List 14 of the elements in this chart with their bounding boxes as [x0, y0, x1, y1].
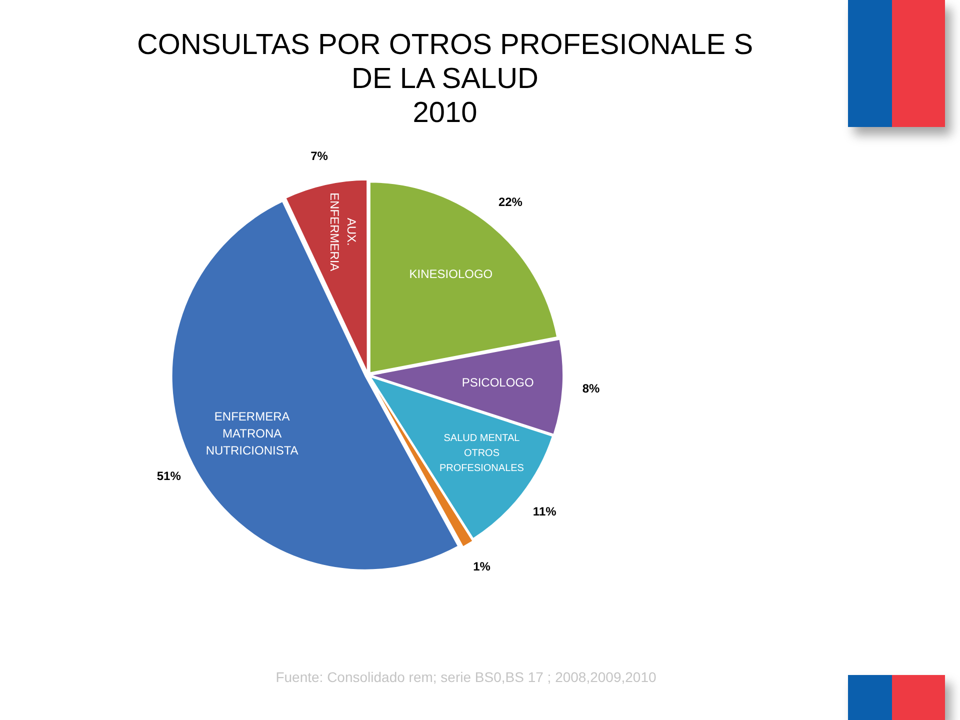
slice-label: AUX. ENFERMERIA — [327, 192, 358, 272]
data-label: 8% — [582, 381, 600, 396]
data-label: 7% — [310, 149, 328, 164]
slice-label: ENFERMERA MATRONA NUTRICIONISTA — [206, 409, 298, 458]
data-label: 11% — [532, 504, 557, 518]
slice-label: PSICOLOGO — [462, 375, 534, 390]
data-label: 1% — [473, 560, 491, 574]
slice-label: KINESIOLOGO — [409, 267, 493, 282]
data-label: 22% — [498, 195, 523, 210]
chart-subtitle: 2010 — [412, 96, 478, 130]
source-note: Fuente: Consolidado rem; serie BS0,BS 17 ; 2008,2009,2010 — [274, 669, 658, 685]
chart-title: CONSULTAS POR OTROS PROFESIONALE S DE LA SALUD — [136, 28, 754, 96]
slice-label: SALUD MENTAL OTROS PROFESIONALES — [439, 432, 524, 474]
data-label: 51% — [156, 468, 182, 483]
